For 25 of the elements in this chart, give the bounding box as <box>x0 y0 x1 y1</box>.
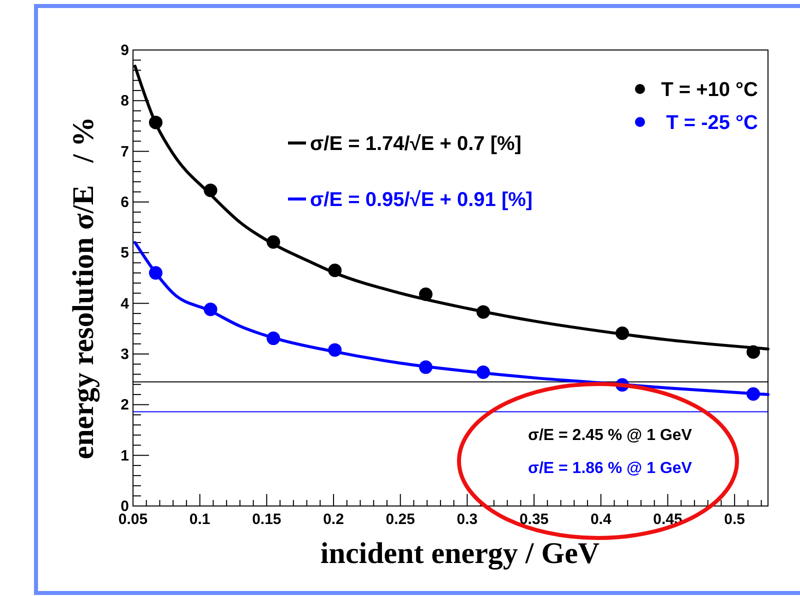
y-tick-label: 7 <box>120 143 129 160</box>
legend-label: T = +10 °C <box>661 79 758 101</box>
legend-label: T = -25 °C <box>666 112 758 134</box>
x-tick-label: 0.35 <box>519 511 549 528</box>
y-tick-label: 5 <box>120 244 129 262</box>
y-tick-label: 6 <box>120 194 129 211</box>
x-tick-label: 0.15 <box>252 511 282 528</box>
ref-line-label: σ/E = 2.45 % @ 1 GeV <box>528 427 692 444</box>
x-tick-label: 0.1 <box>189 511 210 528</box>
y-tick-label: 1 <box>120 447 129 464</box>
y-tick-label: 4 <box>120 295 130 312</box>
legend-label: σ/E = 0.95/√E + 0.91 [%] <box>310 189 533 211</box>
x-tick-label: 0.4 <box>590 511 612 528</box>
y-axis-title: energy resolution σ/E / % <box>67 116 100 460</box>
y-tick-label: 2 <box>120 396 129 414</box>
x-axis-title: incident energy / GeV <box>320 537 600 570</box>
y-tick-label: 9 <box>120 42 129 59</box>
y-tick-label: 3 <box>120 346 129 363</box>
ref-line-label: σ/E = 1.86 % @ 1 GeV <box>528 460 692 477</box>
x-tick-label: 0.2 <box>323 511 344 528</box>
x-tick-label: 0.5 <box>724 511 746 528</box>
x-tick-label: 0.25 <box>386 511 415 528</box>
x-tick-label: 0.3 <box>456 511 478 528</box>
y-tick-label: 8 <box>120 92 129 110</box>
legend-label: σ/E = 1.74/√E + 0.7 [%] <box>310 133 522 155</box>
